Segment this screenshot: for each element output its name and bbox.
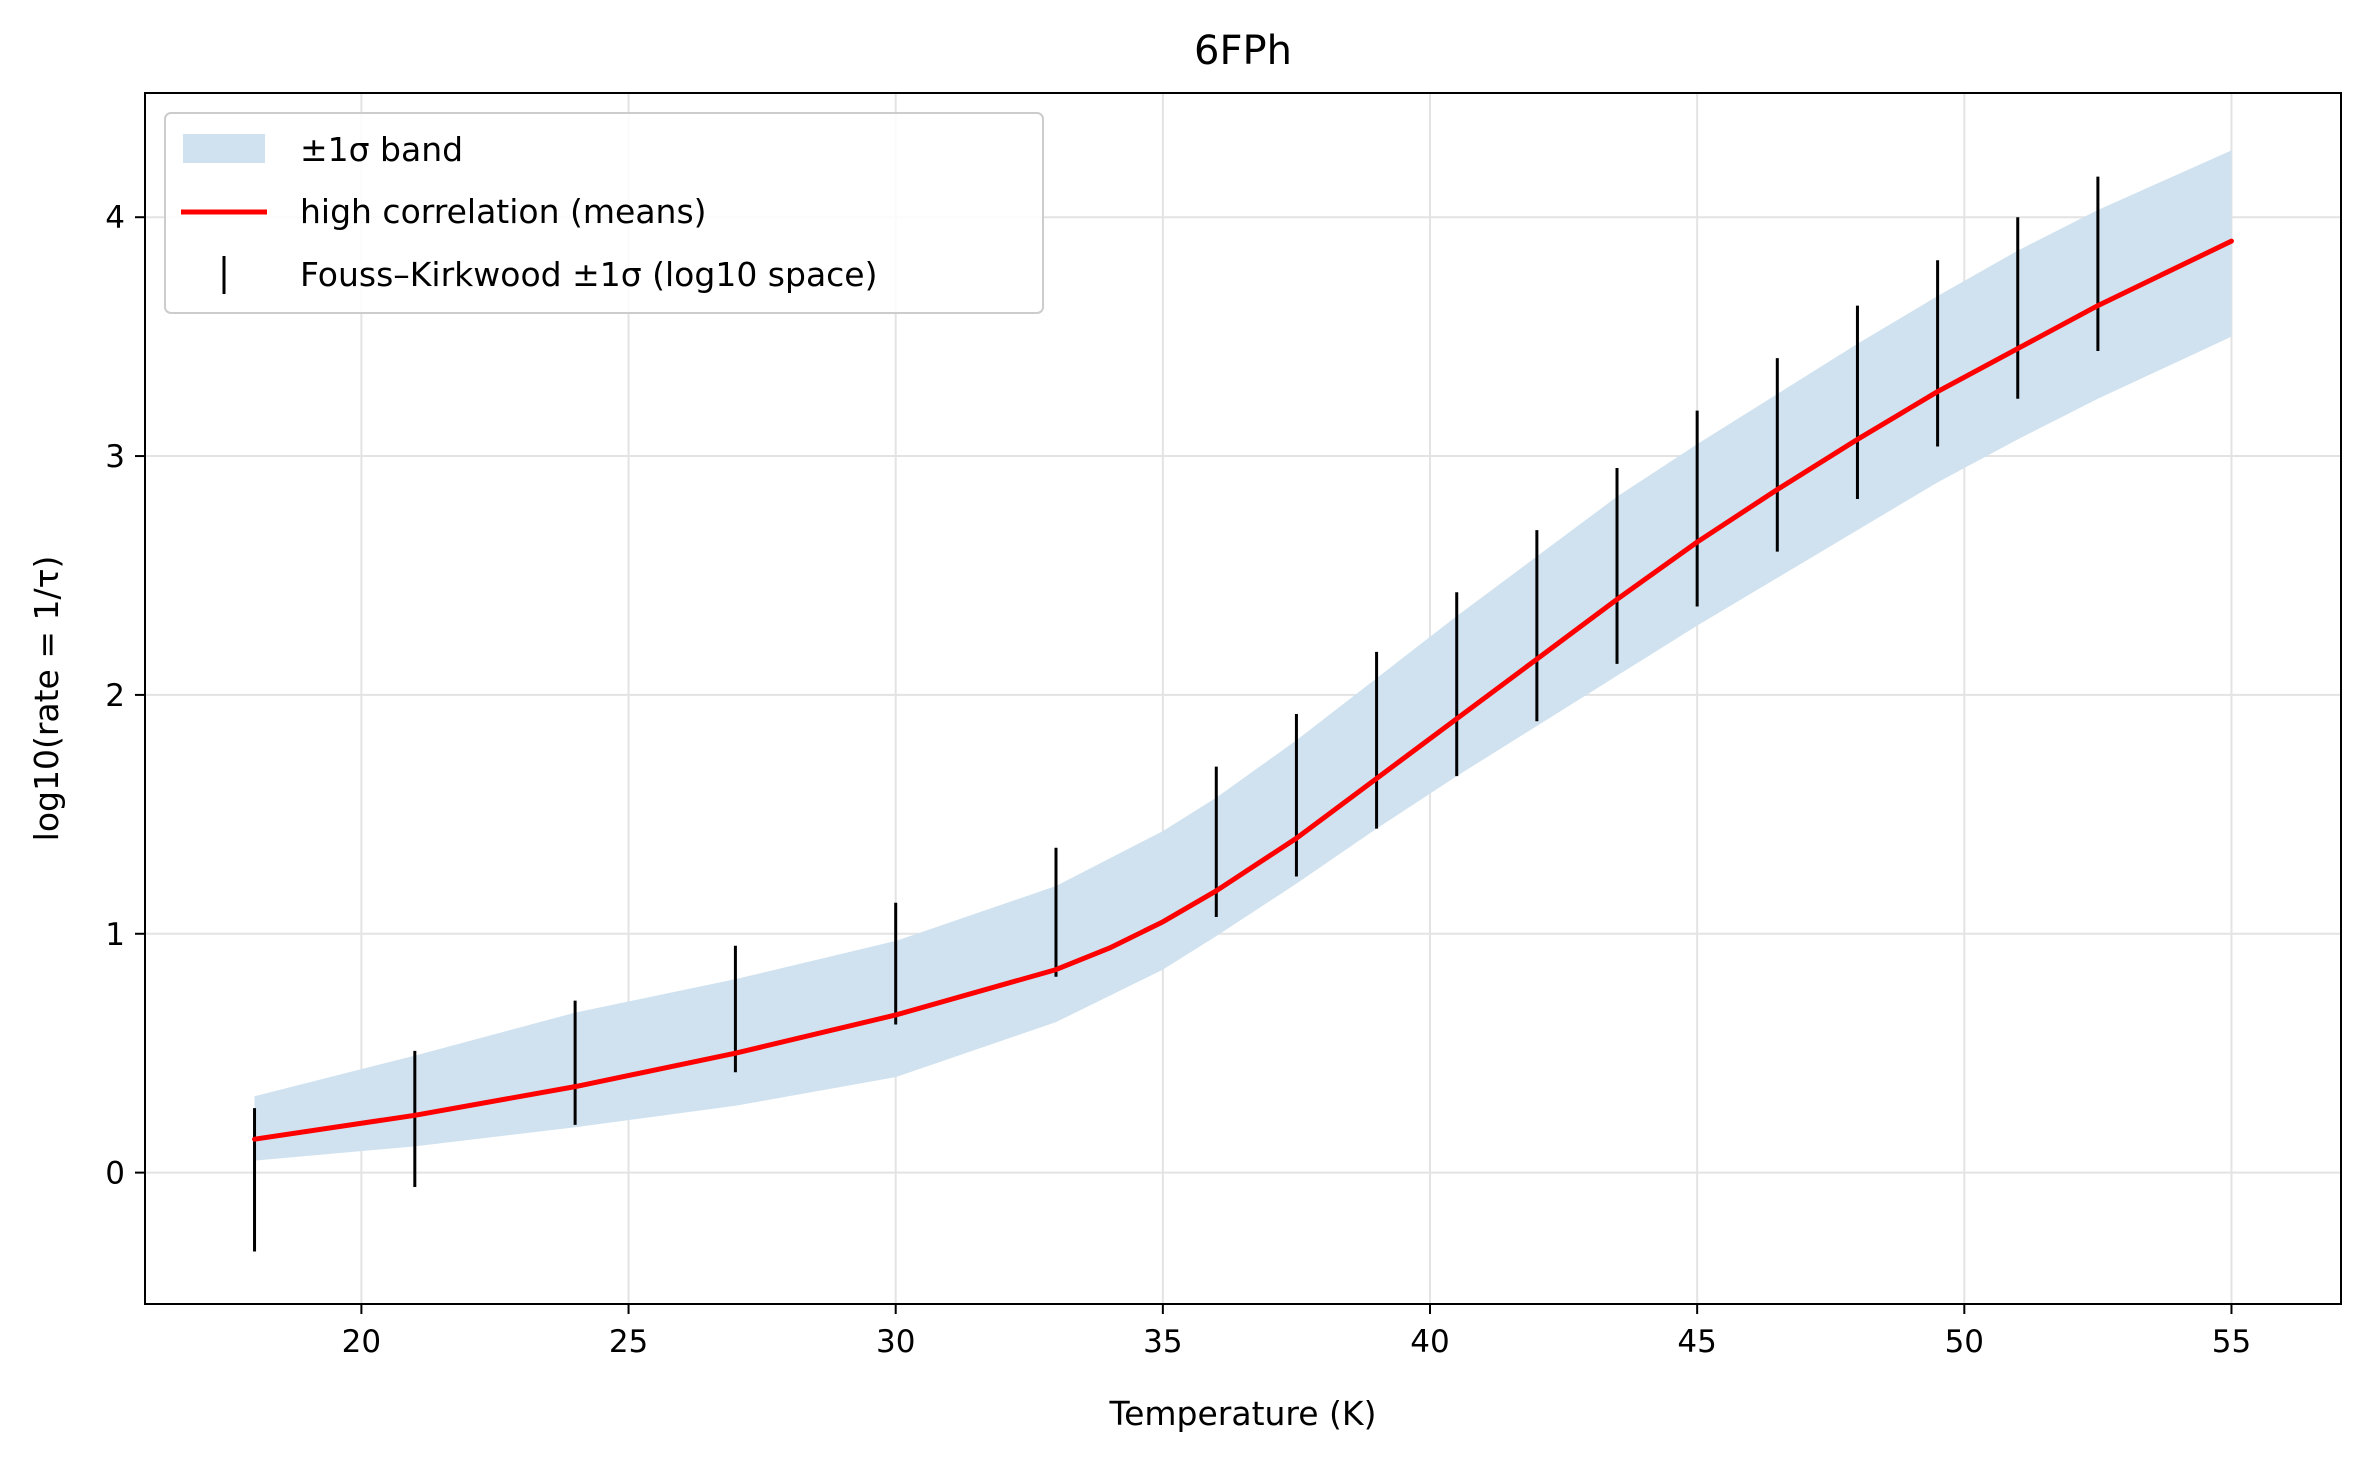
x-tick-label: 30 bbox=[876, 1324, 915, 1360]
x-tick-label: 50 bbox=[1945, 1324, 1984, 1360]
y-tick-label: 3 bbox=[105, 439, 125, 475]
chart-title: 6FPh bbox=[1194, 28, 1292, 74]
y-tick-label: 0 bbox=[105, 1156, 125, 1192]
legend-label-errorbar: Fouss–Kirkwood ±1σ (log10 space) bbox=[300, 255, 877, 294]
y-tick-label: 2 bbox=[105, 678, 125, 714]
sigma-band-area bbox=[254, 150, 2232, 1161]
y-tick-label: 1 bbox=[105, 917, 125, 953]
x-tick-label: 20 bbox=[342, 1324, 381, 1360]
legend-box bbox=[164, 112, 1044, 314]
sigma-band bbox=[254, 150, 2232, 1161]
x-axis: 20 25 30 35 40 45 50 55 bbox=[342, 1304, 2251, 1360]
x-tick-label: 35 bbox=[1143, 1324, 1182, 1360]
series-line bbox=[252, 238, 2234, 1142]
legend-label-band: ±1σ band bbox=[300, 130, 463, 169]
x-axis-label: Temperature (K) bbox=[1109, 1394, 1377, 1433]
x-tick-label: 55 bbox=[2212, 1324, 2251, 1360]
y-axis: 0 1 2 3 4 bbox=[105, 200, 145, 1192]
x-tick-label: 25 bbox=[609, 1324, 648, 1360]
legend-label-line: high correlation (means) bbox=[300, 192, 707, 231]
legend-swatch-band bbox=[183, 134, 265, 163]
x-tick-label: 40 bbox=[1410, 1324, 1449, 1360]
x-tick-label: 45 bbox=[1677, 1324, 1716, 1360]
line-series bbox=[252, 238, 2234, 1142]
y-axis-label: log10(rate = 1/τ) bbox=[27, 556, 66, 842]
plot-frame bbox=[144, 92, 2342, 1305]
legend: ±1σ band high correlation (means) Fouss–… bbox=[164, 112, 1044, 314]
y-tick-label: 4 bbox=[105, 200, 125, 236]
